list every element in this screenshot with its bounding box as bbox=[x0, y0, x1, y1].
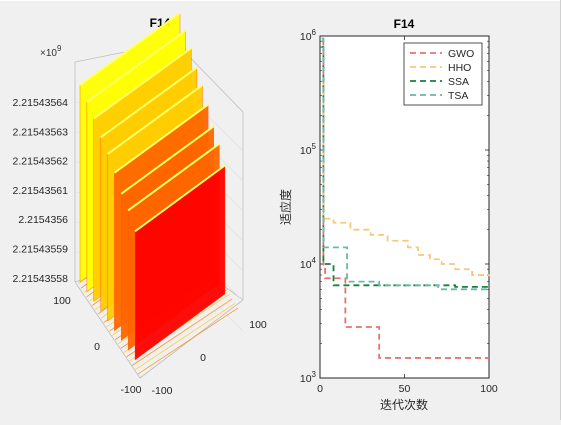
z-tick-label: 2.21543558 bbox=[13, 273, 69, 285]
convergence-plot-title: F14 bbox=[394, 17, 415, 31]
y-tick-label: 104 bbox=[300, 256, 317, 271]
z-tick-label: 2.2154356 bbox=[18, 214, 68, 226]
surface-floor-line bbox=[137, 307, 239, 375]
x-tick-label: 100 bbox=[53, 295, 71, 307]
surface-ridge-top bbox=[134, 164, 226, 233]
surface-ridge-top bbox=[113, 103, 209, 174]
legend: GWO HHO SSA TSA bbox=[403, 42, 483, 106]
legend-label: HHO bbox=[448, 62, 471, 74]
surface-mesh bbox=[77, 12, 239, 375]
x-tick-label: 50 bbox=[399, 383, 411, 395]
surface-ridge-top bbox=[100, 66, 198, 139]
x-tick-labels: 0 50 100 bbox=[317, 383, 498, 395]
surface-ridge-top bbox=[106, 84, 204, 155]
y-tick-label: 106 bbox=[300, 28, 317, 43]
series-lines bbox=[321, 37, 490, 359]
z-tick-label: 2.21543563 bbox=[13, 126, 69, 138]
surface-floor-line bbox=[134, 303, 236, 371]
y-tick-labels: 103 104 105 106 bbox=[300, 28, 317, 385]
surface-ridge-top bbox=[127, 142, 220, 212]
legend-label: GWO bbox=[448, 48, 474, 60]
legend-label: TSA bbox=[448, 90, 468, 102]
surface-floor-line bbox=[132, 298, 233, 366]
z-tick-label: 2.21543564 bbox=[13, 97, 69, 109]
y-tick-label: 0 bbox=[200, 352, 206, 364]
z-tick-label: 2.21543559 bbox=[13, 244, 69, 256]
surface-box-edge bbox=[74, 281, 141, 379]
legend-label: SSA bbox=[448, 76, 469, 88]
surface-ridge-top bbox=[93, 47, 192, 120]
series-line-tsa bbox=[321, 37, 490, 291]
legend-box bbox=[403, 42, 483, 106]
z-tick-label: 2.21543562 bbox=[13, 156, 69, 168]
y-tick-label: 100 bbox=[249, 319, 267, 331]
surface-ridge-top bbox=[120, 125, 215, 195]
x-tick-label: -100 bbox=[120, 384, 141, 396]
axis-ticks bbox=[319, 35, 490, 379]
x-tick-label: 0 bbox=[317, 383, 323, 395]
z-tick-labels: 2.21543564 2.21543563 2.21543562 2.21543561… bbox=[13, 97, 69, 285]
xy-tick-labels: 100 0 -100 100 0 -100 bbox=[53, 295, 267, 397]
x-tick-label: 100 bbox=[480, 383, 498, 395]
y-tick-label: 105 bbox=[300, 142, 317, 157]
y-axis-label: 适应度 bbox=[278, 189, 293, 225]
surface-ridge-top bbox=[79, 12, 181, 86]
surface-ridge-top bbox=[86, 29, 187, 103]
convergence-plot: F14 103 104 105 106 0 50 100 迭代次数 适应度 GWO HHO S… bbox=[278, 17, 498, 412]
surface-plot: F14 ×109 2.215435642.215435632.215435622… bbox=[13, 12, 267, 397]
z-exponent-label: ×109 bbox=[40, 44, 62, 59]
x-tick-label: 0 bbox=[94, 341, 100, 353]
series-line-gwo bbox=[321, 40, 489, 359]
y-tick-label: 103 bbox=[300, 370, 317, 385]
x-axis-label: 迭代次数 bbox=[380, 397, 428, 412]
y-tick-label: -100 bbox=[151, 385, 172, 397]
figure-top-border bbox=[0, 0, 561, 1]
z-tick-label: 2.21543561 bbox=[13, 185, 69, 197]
